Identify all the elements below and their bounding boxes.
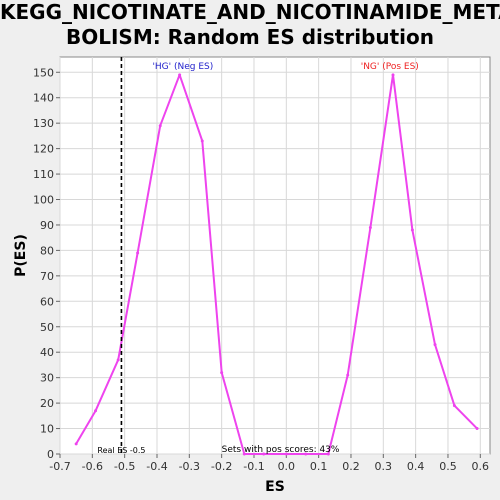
data-point (410, 228, 414, 232)
y-tick-label: 120 (33, 143, 54, 156)
x-tick-label: 0.4 (407, 460, 425, 473)
x-tick-label: 0.3 (375, 460, 393, 473)
x-tick-label: -0.6 (82, 460, 103, 473)
data-point (94, 409, 98, 413)
y-tick-label: 140 (33, 92, 54, 105)
neg-es-label: 'HG' (Neg ES) (152, 62, 213, 72)
real-es-label: Real ES -0.5 (97, 446, 145, 455)
y-tick-label: 80 (40, 244, 54, 257)
y-tick-label: 110 (33, 168, 54, 181)
y-axis-label: P(ES) (13, 234, 29, 277)
x-tick-label: 0.2 (342, 460, 360, 473)
x-tick-label: -0.2 (211, 460, 232, 473)
x-tick-label: -0.3 (179, 460, 200, 473)
y-tick-label: 130 (33, 117, 54, 130)
y-tick-label: 150 (33, 66, 54, 79)
y-tick-label: 40 (40, 346, 54, 359)
x-tick-label: -0.5 (114, 460, 135, 473)
data-point (368, 226, 372, 230)
y-tick-label: 20 (40, 397, 54, 410)
data-point (452, 404, 456, 408)
data-point (346, 373, 350, 377)
data-point (178, 73, 182, 77)
y-tick-label: 60 (40, 295, 54, 308)
data-point (262, 452, 266, 456)
chart-title-line-1: KEGG_NICOTINATE_AND_NICOTINAMIDE_META (0, 0, 500, 24)
data-point (74, 442, 78, 446)
x-tick-label: 0.1 (310, 460, 328, 473)
x-tick-label: 0.0 (278, 460, 296, 473)
data-point (304, 452, 308, 456)
y-tick-label: 10 (40, 423, 54, 436)
data-point (284, 452, 288, 456)
chart-title: KEGG_NICOTINATE_AND_NICOTINAMIDE_META BO… (0, 0, 500, 50)
y-tick-label: 50 (40, 321, 54, 334)
x-tick-label: -0.7 (49, 460, 70, 473)
data-point (136, 251, 140, 255)
x-tick-label: 0.5 (439, 460, 457, 473)
x-tick-label: 0.6 (472, 460, 490, 473)
y-tick-label: 70 (40, 270, 54, 283)
data-point (200, 139, 204, 143)
data-point (433, 343, 437, 347)
data-point (220, 371, 224, 375)
series-line (75, 73, 478, 455)
grid-lines (59, 57, 490, 455)
data-point (158, 124, 162, 128)
chart-title-line-2: BOLISM: Random ES distribution (65, 25, 435, 49)
data-point (326, 452, 330, 456)
data-point (475, 427, 479, 431)
data-point (391, 73, 395, 77)
y-tick-label: 30 (40, 372, 54, 385)
data-point (242, 452, 246, 456)
data-point (116, 358, 120, 362)
y-tick-label: 100 (33, 194, 54, 207)
axes: 0 10 20 30 40 50 60 70 80 90 100 110 120 130 140 150 -0.… (33, 66, 489, 473)
x-tick-label: -0.1 (243, 460, 264, 473)
x-tick-label: -0.4 (146, 460, 167, 473)
y-tick-label: 90 (40, 219, 54, 232)
x-axis-label: ES (265, 479, 285, 495)
pos-es-label: 'NG' (Pos ES) (361, 62, 419, 72)
series-marks (74, 57, 479, 456)
pos-scores-label: Sets with pos scores: 43% (222, 445, 340, 455)
y-tick-label: 0 (47, 448, 54, 461)
